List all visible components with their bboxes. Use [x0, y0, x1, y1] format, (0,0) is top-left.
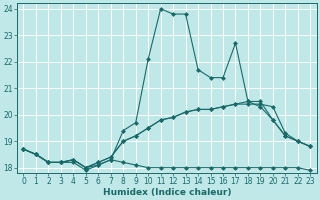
X-axis label: Humidex (Indice chaleur): Humidex (Indice chaleur)	[103, 188, 231, 197]
